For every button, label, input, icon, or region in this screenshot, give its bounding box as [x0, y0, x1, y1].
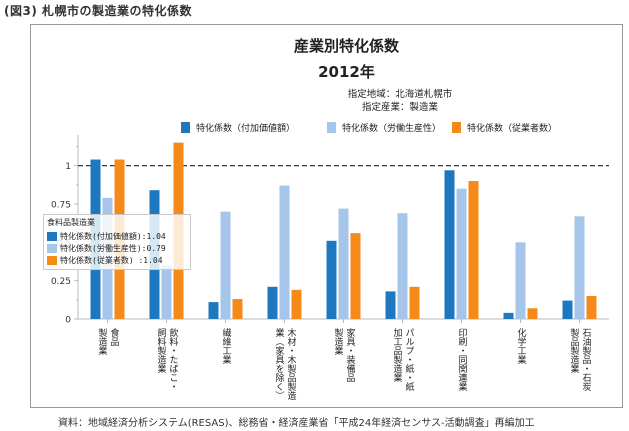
chart-annotation: 指定産業：製造業 — [362, 101, 439, 113]
x-tick-label: 業（家具を除く） — [274, 327, 285, 400]
bar — [208, 302, 219, 319]
bar — [456, 188, 467, 319]
bar — [350, 233, 361, 319]
x-tick-label: 石油製品・石炭 — [581, 328, 592, 392]
bar — [515, 242, 526, 319]
x-tick-label: 製品製造業 — [569, 327, 580, 374]
tooltip-title: 食料品製造業 — [47, 218, 95, 227]
bar — [586, 296, 597, 319]
legend-swatch — [452, 122, 461, 133]
legend-swatch — [181, 122, 190, 133]
tooltip-row-label: 特化係数(労働生産性):0.79 — [60, 243, 166, 253]
x-tick-label: 繊維工業 — [221, 327, 232, 365]
bar — [291, 289, 302, 319]
tooltip-row-label: 特化係数(従業者数) :1.04 — [60, 255, 163, 265]
x-tick-label: 食品 — [109, 327, 120, 347]
bar — [279, 185, 290, 319]
tooltip-swatch — [47, 231, 57, 241]
bar — [385, 291, 396, 319]
bar — [409, 286, 420, 319]
chart-frame: 産業別特化係数 2012年指定地域：北海道札幌市 指定産業：製造業特化係数（付加価値… — [30, 24, 623, 408]
tooltip-swatch — [47, 243, 57, 253]
x-tick-label: 製造業 — [97, 327, 108, 356]
tooltip-row: 特化係数(労働生産性):0.79 — [47, 242, 187, 254]
bar — [220, 211, 231, 319]
bar — [574, 216, 585, 319]
bar — [326, 240, 337, 319]
y-tick-label: 0.25 — [51, 277, 71, 287]
bar — [468, 181, 479, 319]
legend-label: 特化係数（従業者数） — [467, 122, 557, 134]
figure-caption: (図3) 札幌市の製造業の特化係数 — [4, 4, 192, 18]
bar — [503, 312, 514, 319]
chart-subtitle: 2012年 — [318, 63, 375, 81]
bar — [527, 308, 538, 319]
bar — [338, 208, 349, 319]
tooltip-row: 特化係数(従業者数) :1.04 — [47, 254, 187, 266]
legend-swatch — [327, 122, 336, 133]
x-tick-label: 加工品製造業 — [392, 328, 403, 383]
x-tick-label: 木材・木製品製造 — [286, 327, 297, 401]
bar — [562, 300, 573, 319]
y-tick-label: 0 — [65, 316, 71, 326]
legend-label: 特化係数（労働生産性） — [342, 122, 441, 134]
x-tick-label: 飲料・たばこ・ — [168, 327, 179, 391]
chart-annotation: 指定地域：北海道札幌市 — [348, 88, 453, 100]
bar — [444, 170, 455, 319]
tooltip-row-label: 特化係数(付加価値額):1.04 — [60, 231, 166, 241]
x-tick-label: 家具・装備品 — [345, 327, 356, 383]
source-note: 資料：地域経済分析システム(RESAS)、総務省・経済産業省「平成24年経済セン… — [58, 418, 535, 429]
bar — [397, 213, 408, 319]
tooltip-row: 特化係数(付加価値額):1.04 — [47, 230, 187, 242]
bar — [232, 299, 243, 319]
x-tick-label: 飼料製造業 — [156, 327, 167, 374]
x-tick-label: 印刷・同関連業 — [457, 327, 468, 392]
bar — [267, 286, 278, 319]
tooltip-swatch — [47, 255, 57, 265]
x-tick-label: 製造業 — [333, 327, 344, 356]
tooltip: 食料品製造業 特化係数(付加価値額):1.04 特化係数(労働生産性):0.79… — [43, 214, 191, 270]
legend-label: 特化係数（付加価値額） — [196, 122, 295, 134]
y-tick-label: 1 — [65, 162, 71, 172]
x-tick-label: 化学工業 — [516, 327, 527, 365]
x-tick-label: パルプ・紙・紙 — [404, 328, 415, 392]
bar — [161, 265, 172, 319]
chart-title: 産業別特化係数 — [294, 37, 400, 55]
y-tick-label: 0.75 — [51, 201, 71, 211]
